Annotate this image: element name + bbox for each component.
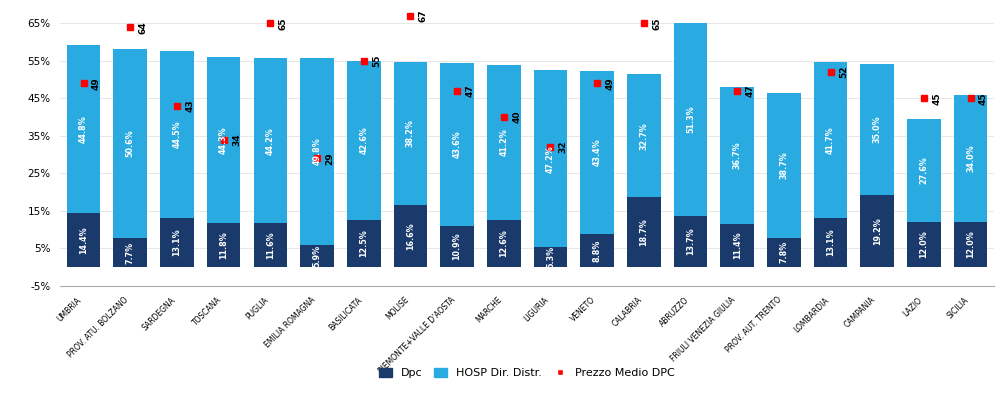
- Text: 11.4%: 11.4%: [732, 232, 741, 259]
- Text: 44.3%: 44.3%: [219, 126, 228, 153]
- Text: 35.0%: 35.0%: [872, 115, 881, 143]
- Text: 27.6%: 27.6%: [919, 156, 928, 184]
- Text: 7.7%: 7.7%: [125, 242, 134, 264]
- Text: 13.1%: 13.1%: [825, 228, 834, 256]
- Bar: [813, 62, 847, 218]
- Bar: [953, 95, 986, 222]
- Text: 49: 49: [605, 77, 614, 90]
- Text: 44.5%: 44.5%: [173, 121, 182, 149]
- Text: 7.8%: 7.8%: [778, 241, 787, 264]
- Text: 67: 67: [418, 10, 427, 22]
- Text: 12.6%: 12.6%: [498, 229, 508, 257]
- Text: 36.7%: 36.7%: [732, 142, 741, 169]
- Bar: [393, 205, 426, 267]
- Bar: [627, 74, 660, 197]
- Text: 43.4%: 43.4%: [592, 139, 601, 166]
- Bar: [627, 197, 660, 267]
- Text: 65: 65: [279, 17, 288, 30]
- Text: 41.2%: 41.2%: [498, 129, 508, 156]
- Text: 32.7%: 32.7%: [639, 122, 648, 149]
- Text: 55: 55: [372, 55, 381, 67]
- Bar: [254, 58, 287, 224]
- Text: 49.8%: 49.8%: [312, 137, 321, 165]
- Legend: Dpc, HOSP Dir. Distr., Prezzo Medio DPC: Dpc, HOSP Dir. Distr., Prezzo Medio DPC: [373, 362, 680, 384]
- Bar: [673, 24, 706, 215]
- Text: 18.7%: 18.7%: [639, 218, 648, 246]
- Bar: [766, 93, 799, 238]
- Text: 11.8%: 11.8%: [219, 231, 228, 259]
- Bar: [720, 87, 753, 224]
- Text: 52: 52: [839, 66, 848, 78]
- Bar: [486, 220, 520, 267]
- Text: 34.0%: 34.0%: [965, 144, 974, 172]
- Bar: [486, 65, 520, 220]
- Text: 43.6%: 43.6%: [452, 131, 461, 158]
- Text: 44.2%: 44.2%: [266, 127, 275, 155]
- Text: 14.4%: 14.4%: [79, 226, 88, 254]
- Text: 34: 34: [232, 133, 241, 146]
- Text: 40: 40: [512, 111, 521, 123]
- Bar: [534, 247, 567, 267]
- Text: 47: 47: [465, 84, 474, 97]
- Bar: [907, 119, 940, 222]
- Text: 13.7%: 13.7%: [685, 227, 694, 255]
- Bar: [766, 238, 799, 267]
- Bar: [393, 62, 426, 205]
- Bar: [347, 60, 380, 220]
- Bar: [860, 195, 893, 267]
- Bar: [580, 71, 613, 234]
- Text: 12.0%: 12.0%: [965, 231, 974, 258]
- Text: 50.6%: 50.6%: [125, 129, 134, 157]
- Bar: [813, 218, 847, 267]
- Bar: [860, 64, 893, 195]
- Bar: [67, 213, 100, 267]
- Bar: [207, 223, 240, 267]
- Text: 11.6%: 11.6%: [266, 231, 275, 259]
- Bar: [67, 45, 100, 213]
- Bar: [953, 222, 986, 267]
- Text: 8.8%: 8.8%: [592, 239, 601, 262]
- Bar: [113, 238, 146, 267]
- Text: 13.1%: 13.1%: [173, 228, 182, 256]
- Text: 38.2%: 38.2%: [405, 119, 414, 147]
- Text: 41.7%: 41.7%: [825, 126, 834, 153]
- Text: 45: 45: [978, 92, 987, 105]
- Bar: [300, 245, 333, 267]
- Text: 65: 65: [652, 17, 661, 30]
- Text: 5.3%: 5.3%: [546, 246, 555, 268]
- Bar: [207, 57, 240, 223]
- Text: 12.0%: 12.0%: [919, 231, 928, 258]
- Text: 19.2%: 19.2%: [872, 217, 881, 245]
- Text: 5.9%: 5.9%: [312, 245, 321, 267]
- Bar: [160, 218, 194, 267]
- Text: 47.2%: 47.2%: [546, 145, 555, 173]
- Text: 16.6%: 16.6%: [405, 222, 414, 250]
- Bar: [113, 49, 146, 238]
- Bar: [254, 224, 287, 267]
- Text: 49: 49: [92, 77, 101, 90]
- Bar: [440, 63, 473, 226]
- Text: 10.9%: 10.9%: [452, 233, 461, 260]
- Bar: [347, 220, 380, 267]
- Text: 44.8%: 44.8%: [79, 115, 88, 143]
- Text: 64: 64: [138, 21, 147, 33]
- Text: 45: 45: [932, 92, 941, 105]
- Text: 42.6%: 42.6%: [359, 126, 368, 154]
- Text: 51.3%: 51.3%: [685, 106, 694, 133]
- Text: 38.7%: 38.7%: [778, 151, 787, 179]
- Bar: [534, 70, 567, 247]
- Text: 32: 32: [559, 141, 568, 153]
- Bar: [160, 51, 194, 218]
- Text: 29: 29: [325, 152, 334, 164]
- Bar: [907, 222, 940, 267]
- Bar: [673, 215, 706, 267]
- Bar: [580, 234, 613, 267]
- Bar: [440, 226, 473, 267]
- Text: 43: 43: [186, 100, 195, 112]
- Text: 12.5%: 12.5%: [359, 230, 368, 257]
- Bar: [300, 58, 333, 245]
- Text: 47: 47: [745, 84, 754, 97]
- Bar: [720, 224, 753, 267]
